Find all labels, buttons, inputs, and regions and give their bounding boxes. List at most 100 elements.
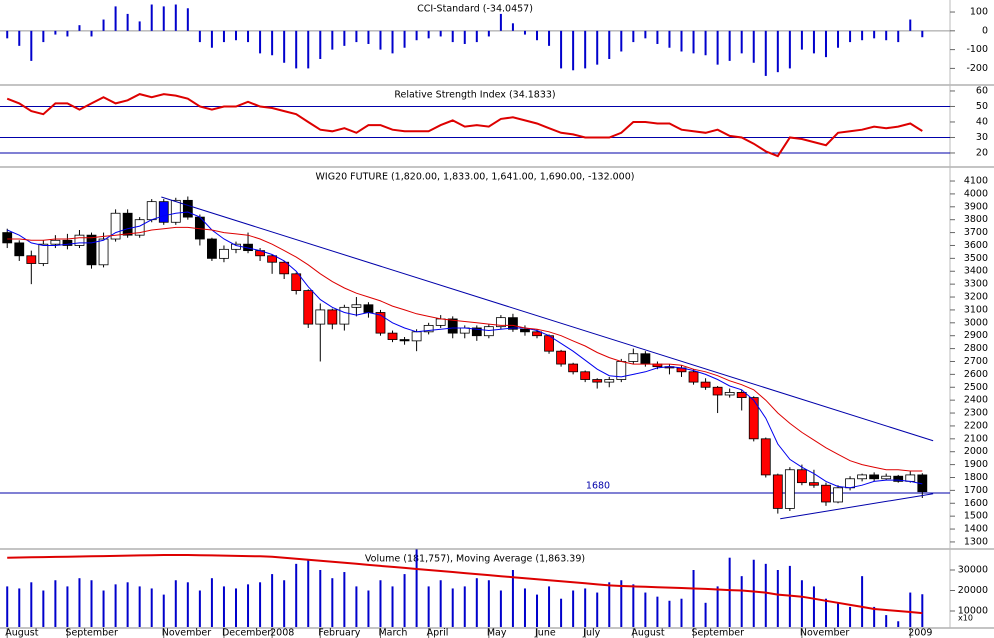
- candle-body: [170, 199, 181, 223]
- cci-bar: [800, 30, 803, 50]
- cci-bar: [596, 30, 599, 65]
- cci-bar: [271, 30, 274, 56]
- volume-bar: [222, 586, 225, 627]
- volume-bar: [247, 584, 250, 627]
- candle-body: [207, 238, 217, 259]
- y-tick-label: 1800: [964, 472, 988, 483]
- trend-line: [161, 196, 934, 442]
- volume-bar: [186, 582, 189, 627]
- volume-bar: [90, 580, 93, 627]
- x-tick-label: August: [631, 628, 665, 638]
- y-tick-label: -200: [966, 63, 988, 74]
- volume-bar: [752, 559, 755, 627]
- volume-bar: [764, 563, 767, 627]
- cci-bar: [18, 30, 21, 46]
- volume-bar: [716, 586, 719, 627]
- cci-bar: [680, 30, 683, 52]
- y-tick-label: 3100: [964, 304, 988, 315]
- candle-body: [736, 392, 747, 398]
- y-tick-label: 3600: [964, 240, 988, 251]
- cci-bar: [283, 30, 286, 63]
- volume-bar: [283, 580, 286, 627]
- cci-bar: [427, 30, 430, 39]
- candle-body: [592, 379, 603, 383]
- cci-bar: [511, 23, 514, 31]
- volume-bar: [800, 580, 803, 627]
- volume-bar: [704, 602, 707, 627]
- cci-bar: [355, 30, 358, 43]
- candle-body: [760, 438, 771, 476]
- volume-bar: [367, 590, 370, 627]
- cci-bar: [198, 30, 201, 43]
- cci-bar: [259, 30, 262, 54]
- candle-body: [881, 475, 892, 480]
- y-tick-label: 2300: [964, 408, 988, 419]
- cci-bar: [54, 30, 57, 35]
- cci-bar: [90, 30, 93, 37]
- x-tick-label: February: [318, 628, 360, 638]
- y-tick-label: 60: [976, 85, 988, 96]
- volume-bar: [379, 580, 382, 627]
- x-tick-label: September: [692, 628, 745, 638]
- candle-body: [182, 199, 193, 218]
- cci-bar: [584, 30, 587, 69]
- candle-body: [905, 474, 916, 482]
- y-tick-label: 4000: [964, 188, 988, 199]
- candle-body: [74, 234, 85, 246]
- cci-bar: [138, 21, 141, 31]
- volume-bar: [391, 586, 394, 627]
- candle-body: [784, 469, 795, 509]
- cci-bar: [210, 30, 213, 48]
- cci-bar: [367, 30, 370, 44]
- volume-bar: [451, 588, 454, 627]
- cci-bar: [788, 30, 791, 69]
- cci-bar: [222, 30, 225, 43]
- candle-body: [50, 239, 61, 245]
- volume-bar: [909, 592, 912, 627]
- candle-body: [363, 304, 374, 313]
- volume-bar: [668, 600, 671, 627]
- cci-bar: [632, 30, 635, 43]
- candle-body: [423, 324, 434, 333]
- x-tick-label: December: [222, 628, 271, 638]
- cci-bar: [668, 30, 671, 48]
- cci-bar: [873, 30, 876, 39]
- candle-body: [146, 201, 157, 221]
- candle-body: [339, 306, 350, 325]
- panel-title: Relative Strength Index (34.1833): [394, 90, 555, 101]
- candle-body: [580, 371, 591, 380]
- cci-bar: [186, 8, 189, 31]
- cci-bar: [487, 30, 490, 37]
- y-tick-label: 30: [976, 132, 988, 143]
- volume-bar: [921, 594, 924, 627]
- x-tick-label: June: [534, 628, 556, 638]
- cci-bar: [740, 30, 743, 54]
- volume-bar: [499, 590, 502, 627]
- cci-bar: [415, 30, 418, 41]
- cci-bar: [78, 25, 81, 31]
- volume-bar: [138, 586, 141, 627]
- volume-bar: [885, 615, 888, 627]
- volume-bar: [307, 559, 310, 627]
- candle-body: [520, 328, 530, 333]
- candle-body: [86, 234, 97, 266]
- cci-bar: [548, 30, 551, 46]
- candle-body: [483, 326, 494, 337]
- candle-body: [532, 331, 542, 337]
- cci-bar: [812, 30, 815, 54]
- volume-bar: [536, 594, 539, 627]
- x-tick-label: 2009: [908, 628, 932, 638]
- volume-bar: [824, 598, 827, 627]
- candle-body: [833, 487, 843, 503]
- volume-bar: [572, 590, 575, 627]
- cci-bar: [608, 30, 611, 60]
- y-tick-label: 40: [976, 116, 988, 127]
- y-tick-label: 2500: [964, 382, 988, 393]
- cci-bar: [837, 30, 840, 48]
- candle-body: [724, 392, 735, 396]
- volume-bar: [210, 578, 213, 627]
- volume-bar: [692, 569, 695, 627]
- candle-body: [411, 331, 422, 342]
- cci-bar: [126, 13, 129, 31]
- candle-body: [495, 317, 506, 328]
